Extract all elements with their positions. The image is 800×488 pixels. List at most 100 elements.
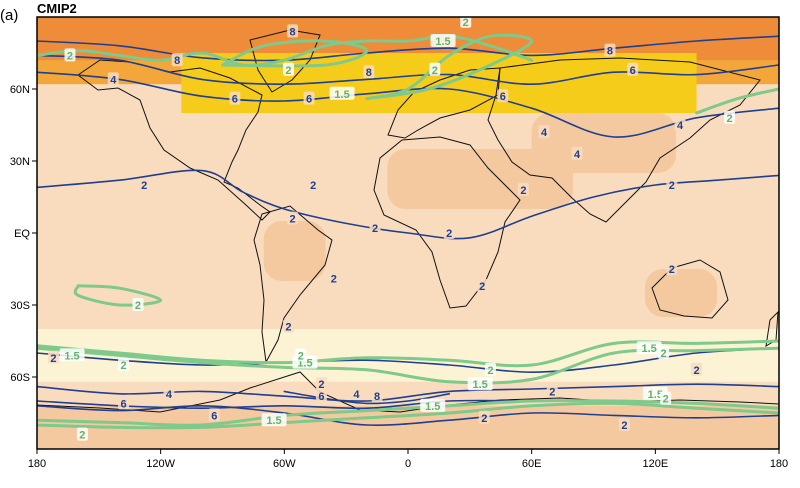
y-tick-label: EQ	[14, 228, 30, 240]
x-tick-label: 120W	[146, 458, 175, 470]
contour-label-box	[208, 408, 220, 422]
contour-label-box	[307, 178, 319, 191]
contour-label-box	[546, 384, 558, 398]
green-contour-2-line-3	[73, 284, 163, 307]
contour-label: 1.5	[430, 34, 456, 48]
contour-label-box	[371, 389, 383, 403]
contour-label-box	[107, 72, 119, 86]
contour-label-text: 6	[318, 391, 324, 403]
contour-label-text: 2	[520, 185, 526, 197]
contour-label-text: 6	[211, 410, 217, 422]
green-contour-2-line-5	[695, 87, 779, 115]
contour-label: 2	[315, 377, 327, 391]
contour-label-text: 6	[232, 94, 238, 106]
contour-label-text: 4	[574, 149, 581, 161]
contour-label-box	[691, 362, 703, 376]
contour-label-box	[138, 178, 150, 191]
contour-label: 2	[64, 48, 76, 62]
contour-label: 2	[307, 178, 319, 192]
contour-label-text: 2	[141, 180, 147, 192]
contour-label-box	[171, 53, 183, 67]
contour-label-text: 2	[135, 300, 141, 312]
contour-label-box	[660, 391, 672, 405]
contour-label-box	[571, 146, 583, 160]
contour-label-box	[282, 62, 294, 76]
contour-label: 8	[371, 389, 383, 403]
contour-label-text: 2	[331, 274, 337, 286]
contour-label: 1.5	[467, 377, 493, 391]
contour-label-text: 8	[374, 391, 380, 403]
contour-label-text: 2	[290, 214, 296, 226]
x-tick-label: 60W	[273, 458, 296, 470]
contour-label-box	[64, 48, 76, 62]
contour-label-box	[636, 341, 662, 355]
contour-label-text: 2	[669, 180, 675, 192]
contour-label: 8	[363, 65, 375, 79]
contour-label: 6	[229, 91, 241, 106]
contour-label: 2	[282, 62, 294, 77]
contour-label-box	[476, 278, 488, 292]
contour-label: 2	[546, 384, 558, 398]
contour-label: 1.5	[420, 398, 446, 413]
y-tick-label: 30N	[10, 156, 30, 168]
contour-label-layer: 2 2 2 2 2 2 2 2 2 2 2 2 2 2 2 2 2 4 4 4 4 4 4 6 6 6 6 6 6 6 8 8 8 8 8 1.5 1.…	[47, 14, 736, 442]
contour-label: 2	[484, 362, 496, 377]
contour-label-box	[118, 396, 130, 410]
contour-label-text: 1.5	[642, 343, 657, 355]
contour-label-box	[478, 410, 490, 424]
contour-label-text: 8	[366, 67, 372, 79]
contour-label: 2	[132, 298, 144, 312]
contour-label-box	[350, 386, 362, 400]
contour-label-box	[303, 91, 315, 105]
contour-label-text: 2	[446, 228, 452, 240]
contour-label-box	[47, 350, 59, 364]
contour-label-box	[328, 271, 340, 285]
contour-label-box	[430, 34, 456, 47]
blue-contour-2-line-2	[37, 347, 779, 373]
contour-label-box	[118, 358, 130, 371]
contour-label: 6	[118, 396, 130, 410]
contour-label-text: 1.5	[472, 379, 487, 391]
blue-contour-2-line-1	[37, 169, 779, 240]
contour-label-box	[666, 262, 678, 275]
contour-label: 2	[666, 262, 678, 276]
contour-label-text: 2	[285, 65, 291, 77]
contour-label-text: 6	[121, 398, 127, 410]
coastline-south-america	[253, 205, 333, 364]
contour-label-text: 2	[726, 113, 732, 125]
contour-label: 4	[571, 146, 583, 161]
contour-label-text: 2	[663, 394, 669, 406]
x-tick-label: 0	[405, 458, 411, 470]
contour-label-text: 2	[298, 350, 304, 362]
green-contour-1p5-line-3	[365, 33, 534, 101]
blue-contour-8-line-1	[37, 35, 779, 62]
contour-label-box	[295, 348, 307, 362]
contour-label-text: 2	[67, 50, 73, 62]
contour-label: 2	[138, 178, 150, 192]
contour-label-text: 1.5	[64, 350, 79, 362]
contour-label: 6	[627, 62, 639, 77]
chart-title: CMIP2	[37, 1, 77, 16]
contour-label: 2	[476, 278, 488, 293]
coastline-asia	[487, 57, 761, 223]
contour-label-text: 2	[693, 365, 699, 377]
contour-label-box	[261, 413, 287, 427]
contour-label: 2	[660, 391, 672, 406]
contour-label-text: 8	[607, 46, 613, 58]
contour-label-box	[287, 24, 299, 38]
contour-label-box	[627, 62, 639, 76]
y-tick-label: 60N	[10, 84, 30, 96]
contour-label: 2	[118, 358, 130, 372]
contour-label: 2	[666, 178, 678, 192]
contour-label-box	[517, 182, 529, 196]
green-contour-2-line-2	[37, 401, 779, 430]
contour-label: 2	[443, 226, 455, 240]
contour-label-text: 2	[372, 223, 378, 235]
contour-label: 8	[171, 53, 183, 67]
contour-label-box	[467, 377, 493, 391]
contour-label-box	[315, 389, 327, 403]
contour-label-box	[604, 43, 616, 57]
contour-label-box	[497, 89, 509, 103]
contour-label-box	[163, 386, 175, 400]
